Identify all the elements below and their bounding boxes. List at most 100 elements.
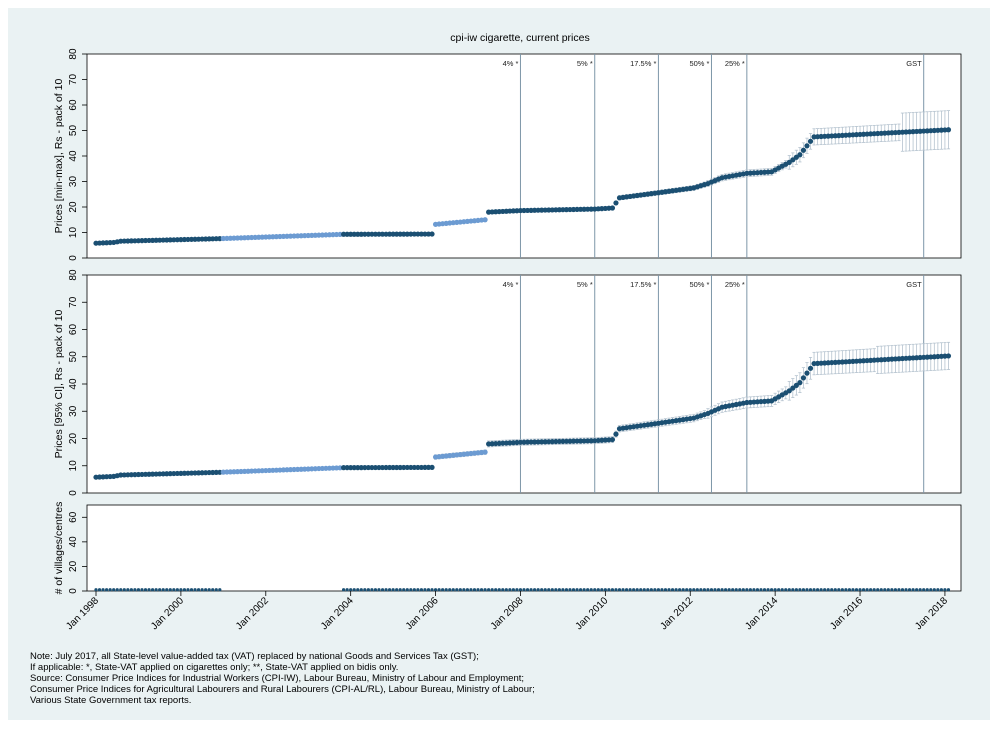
x-tick-label: Jan 2008	[489, 595, 526, 632]
count-point	[738, 588, 742, 592]
count-point	[405, 588, 409, 592]
count-point	[214, 588, 218, 592]
count-point	[915, 588, 919, 592]
count-point	[649, 588, 653, 592]
count-point	[777, 588, 781, 592]
y-tick-label: 60	[68, 511, 79, 523]
count-point	[681, 588, 685, 592]
count-point	[179, 588, 183, 592]
observed-point	[790, 385, 796, 391]
count-point	[490, 588, 494, 592]
y-axis-label: # of villages/centres	[53, 502, 65, 595]
count-point	[136, 588, 141, 592]
count-point	[900, 588, 905, 592]
count-point	[94, 588, 98, 592]
observed-point	[613, 431, 619, 437]
observed-point	[786, 388, 792, 394]
observed-point	[429, 464, 435, 470]
count-point	[448, 588, 452, 592]
count-point	[508, 588, 512, 592]
count-point	[409, 588, 413, 592]
count-point	[126, 588, 130, 592]
count-point	[851, 588, 855, 592]
tax-event-label: 17.5% *	[630, 280, 656, 289]
tax-event-label: 50% *	[689, 280, 709, 289]
count-point	[455, 588, 459, 592]
count-point	[175, 588, 179, 592]
count-point	[624, 588, 629, 592]
y-axis-label: Prices [min-max], Rs - pack of 10	[53, 79, 65, 234]
count-point	[646, 588, 650, 592]
count-point	[879, 588, 883, 592]
y-tick-label: 40	[68, 150, 79, 162]
count-point	[115, 588, 119, 592]
count-point	[939, 588, 943, 592]
count-point	[522, 588, 526, 592]
interpolated-point	[482, 449, 488, 455]
observed-point	[609, 205, 616, 211]
count-point	[483, 588, 487, 592]
note-line: Various State Government tax reports.	[30, 695, 192, 706]
count-point	[586, 588, 590, 592]
y-axis-label: Prices [95% CI], Rs - pack of 10	[53, 309, 65, 458]
x-tick-label: Jan 1998	[64, 595, 101, 632]
count-point	[762, 588, 767, 592]
x-tick-label: Jan 2006	[404, 595, 441, 632]
y-tick-label: 50	[68, 351, 79, 363]
plot-area: 0 10 20 30 40 50 60 70 80 Prices [min-max], Rs - …	[53, 48, 962, 632]
count-point	[656, 588, 661, 592]
count-point	[472, 588, 477, 592]
count-point	[617, 588, 622, 592]
count-point	[787, 588, 791, 592]
count-point	[540, 588, 544, 592]
count-point	[770, 588, 774, 592]
count-point	[479, 588, 484, 592]
count-point	[794, 588, 798, 592]
y-tick-label: 40	[68, 536, 79, 548]
count-point	[699, 588, 703, 592]
count-point	[158, 588, 162, 592]
count-point	[840, 588, 844, 592]
count-point	[748, 588, 752, 592]
figure-background: cpi-iw cigarette, current prices 0 10 20 30…	[8, 8, 990, 720]
note-line: Consumer Price Indices for Agricultural …	[30, 684, 535, 695]
count-point	[189, 588, 194, 592]
count-point	[596, 588, 600, 592]
tax-event-label: 25% *	[725, 280, 745, 289]
count-point	[465, 588, 470, 592]
count-point	[444, 588, 448, 592]
tax-event-label: 4% *	[503, 280, 519, 289]
count-point	[533, 588, 537, 592]
count-point	[872, 588, 876, 592]
count-point	[196, 588, 201, 592]
count-point	[784, 588, 788, 592]
count-point	[801, 588, 806, 592]
y-tick-label: 0	[68, 255, 79, 261]
count-point	[674, 588, 678, 592]
count-point	[720, 588, 724, 592]
count-point	[211, 588, 215, 592]
chart-figure: cpi-iw cigarette, current prices 0 10 20 30…	[53, 32, 962, 632]
observed-point	[609, 436, 616, 443]
count-point	[716, 588, 721, 592]
count-point	[815, 588, 820, 592]
y-tick-label: 80	[68, 48, 79, 60]
count-point	[593, 588, 597, 592]
count-point	[904, 588, 908, 592]
count-point	[518, 588, 523, 592]
count-point	[554, 588, 558, 592]
count-point	[391, 588, 395, 592]
count-point	[441, 588, 445, 592]
count-point	[476, 588, 480, 592]
count-point	[359, 588, 363, 592]
y-tick-label: 40	[68, 378, 79, 390]
count-point	[105, 588, 109, 592]
tax-event-label: 4% *	[503, 59, 519, 68]
count-point	[844, 588, 848, 592]
x-tick-label: Jan 2018	[913, 595, 950, 632]
count-point	[812, 588, 816, 592]
count-point	[610, 588, 615, 592]
count-point	[182, 588, 187, 592]
count-point	[823, 588, 827, 592]
count-point	[356, 588, 360, 592]
